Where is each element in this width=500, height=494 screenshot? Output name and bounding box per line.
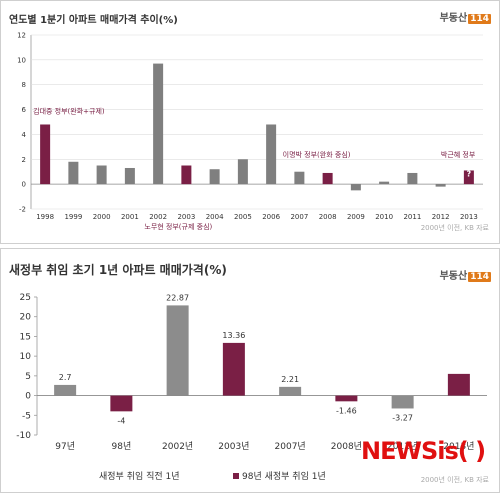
top-annotation: 김대중 정부(완화+규제) — [33, 106, 105, 115]
bottom-bar-98년 — [110, 395, 133, 412]
top-x-tick-label: 2003 — [177, 213, 195, 221]
bottom-y-tick-label: -10 — [16, 431, 31, 441]
top-bar-2005 — [237, 159, 248, 185]
legend-item-before: 새정부 취임 직전 1년 — [99, 469, 180, 482]
top-y-tick-label: 6 — [22, 106, 27, 114]
bottom-y-tick-label: 20 — [20, 313, 32, 323]
bottom-logo-text: 부동산 — [439, 271, 468, 282]
top-annotation-question: ? — [467, 170, 472, 179]
top-bar-2001 — [124, 167, 135, 185]
legend-item-before-label: 새정부 취임 직전 1년 — [99, 472, 180, 482]
top-x-tick-label: 2001 — [121, 213, 139, 221]
bottom-x-tick-label: 2012년 — [387, 441, 418, 452]
top-bar-2006 — [266, 124, 277, 185]
top-bar-1999 — [68, 161, 79, 185]
bottom-data-label: 13.36 — [222, 331, 245, 340]
top-y-tick-label: 2 — [22, 156, 26, 164]
bottom-x-tick-label: 2003년 — [218, 441, 249, 452]
bottom-y-tick-label: 5 — [25, 372, 31, 382]
bottom-bar-2007년 — [279, 386, 302, 396]
bottom-bar-chart: -10 -5 0 5 10 15 20 25 2.7 97년 -4 98년 22.87 2002년 13.3… — [16, 293, 487, 452]
top-x-tick-label: 2000 — [93, 213, 111, 221]
top-x-tick-label: 2002 — [149, 213, 167, 221]
legend-item-after: 98년 새정부 취임 1년 — [233, 469, 326, 482]
top-y-tick-label: 8 — [22, 81, 26, 89]
newsis-watermark: NEWSis( ) — [361, 437, 486, 465]
bottom-data-label: 2.7 — [59, 373, 72, 382]
top-x-tick-label: 2009 — [347, 213, 365, 221]
top-x-tick-label: 2011 — [403, 213, 421, 221]
bottom-y-tick-label: 0 — [25, 392, 31, 402]
bottom-x-tick-label: 2013년 — [443, 441, 474, 452]
top-annotation: 노무현 정부(규제 중심) — [144, 222, 212, 231]
top-chart-title: 연도별 1분기 아파트 매매가격 추이(%) — [9, 15, 178, 26]
top-y-tick-label: -2 — [19, 206, 26, 214]
top-chart-panel: 연도별 1분기 아파트 매매가격 추이(%) 부동산 114 -2 0 2 4 6 8 10 1… — [0, 0, 500, 244]
top-bar-2002 — [153, 63, 164, 185]
bottom-bar-2013년 — [447, 373, 470, 396]
top-annotation: 박근혜 정부 — [441, 150, 476, 159]
top-x-tick-label: 1999 — [64, 213, 82, 221]
top-y-tick-label: 12 — [17, 32, 26, 40]
top-annotation: 이명박 정부(완화 중심) — [283, 150, 351, 159]
bottom-logo: 부동산 114 — [440, 267, 491, 282]
bottom-bar-97년 — [54, 384, 77, 396]
top-source-note: 2000년 이전, KB 자료 — [420, 224, 489, 232]
bottom-logo-mark: 114 — [468, 272, 491, 282]
top-bar-2000 — [96, 165, 107, 185]
top-x-tick-label: 2005 — [234, 213, 252, 221]
bottom-x-tick-label: 98년 — [112, 441, 132, 452]
bottom-chart-panel: 새정부 취임 초기 1년 아파트 매매가격(%) 부동산 114 -10 -5 0 5 1… — [0, 248, 500, 493]
top-logo: 부동산 114 — [440, 9, 491, 24]
top-x-tick-label: 2013 — [460, 213, 478, 221]
bottom-x-tick-label: 2007년 — [275, 441, 306, 452]
top-bar-1998 — [40, 124, 51, 185]
top-bar-2003 — [181, 165, 192, 185]
top-y-tick-label: 4 — [22, 131, 27, 139]
bottom-y-tick-label: 15 — [20, 332, 31, 342]
bottom-chart-title: 새정부 취임 초기 1년 아파트 매매가격(%) — [9, 263, 227, 277]
bottom-data-label: -4 — [117, 416, 125, 425]
top-bar-2013 — [463, 170, 474, 185]
top-x-tick-label: 1998 — [36, 213, 54, 221]
bottom-source-note: 2000년 이전, KB 자료 — [420, 476, 489, 484]
top-logo-mark: 114 — [468, 14, 491, 24]
top-y-tick-label: 0 — [22, 181, 26, 189]
bottom-data-label: -1.46 — [336, 406, 357, 415]
top-x-tick-label: 2007 — [290, 213, 308, 221]
top-bar-2011 — [407, 172, 418, 185]
top-bar-2010 — [379, 181, 390, 185]
bottom-bar-2002년 — [166, 305, 189, 396]
top-bar-chart: -2 0 2 4 6 8 10 12 1998 1999 2000 2001 2002 2003 2004 2… — [17, 32, 483, 231]
bottom-y-tick-label: 25 — [20, 293, 31, 303]
legend-item-after-label: 98년 새정부 취임 1년 — [242, 472, 326, 482]
bottom-bar-2003년 — [222, 342, 245, 396]
top-bar-2009 — [350, 184, 361, 191]
top-x-tick-label: 2008 — [319, 213, 337, 221]
bottom-bar-2008년 — [335, 395, 358, 402]
top-x-tick-label: 2012 — [432, 213, 450, 221]
top-bar-2008 — [322, 172, 333, 185]
legend-swatch — [233, 473, 239, 479]
top-x-tick-label: 2010 — [375, 213, 393, 221]
top-x-tick-label: 2004 — [206, 213, 224, 221]
top-logo-text: 부동산 — [439, 13, 468, 24]
bottom-data-label: 2.21 — [281, 375, 299, 384]
bottom-x-tick-label: 2002년 — [162, 441, 193, 452]
bottom-data-label: 22.87 — [166, 293, 189, 302]
bottom-x-tick-label: 2008년 — [331, 441, 362, 452]
bottom-y-tick-label: -5 — [22, 411, 31, 421]
bottom-bar-2012년 — [391, 395, 414, 409]
top-bar-2007 — [294, 171, 305, 185]
top-bar-2004 — [209, 169, 220, 185]
top-bar-2012 — [435, 184, 446, 187]
bottom-x-tick-label: 97년 — [55, 441, 75, 452]
bottom-data-label: -3.27 — [392, 413, 413, 422]
bottom-y-tick-label: 10 — [20, 352, 32, 362]
top-y-tick-label: 10 — [17, 56, 26, 64]
top-x-tick-label: 2006 — [262, 213, 280, 221]
